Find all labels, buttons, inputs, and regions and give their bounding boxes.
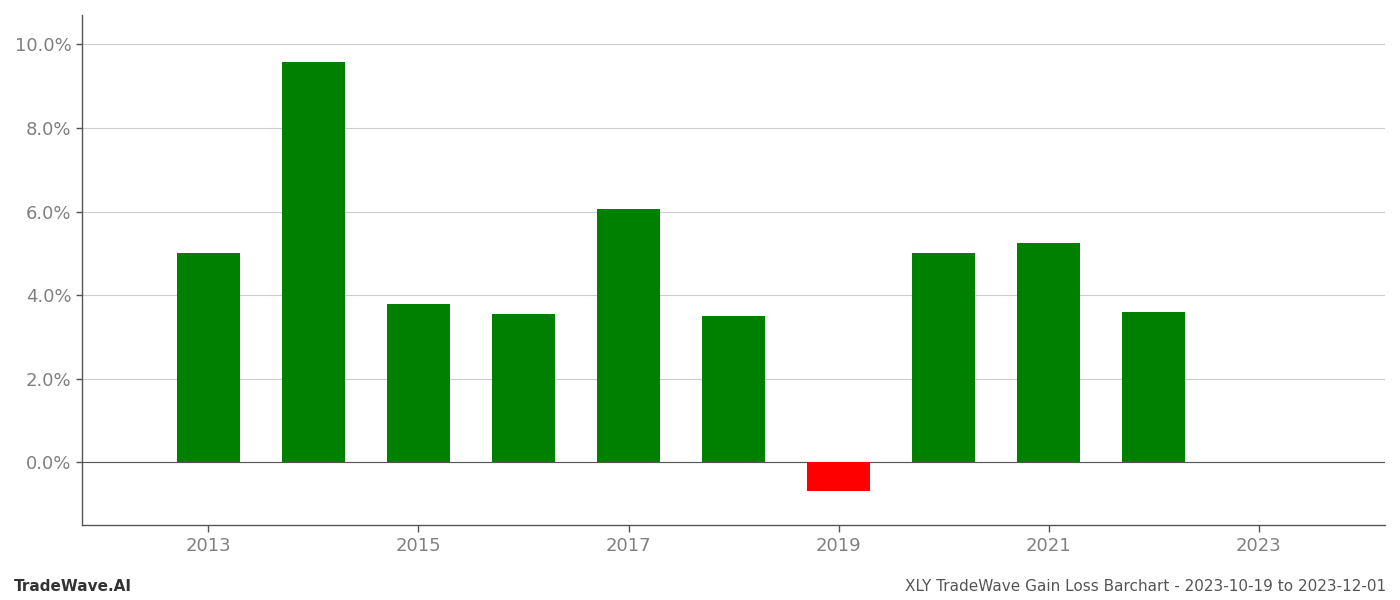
Bar <box>176 253 239 463</box>
Bar <box>596 209 659 463</box>
Bar <box>491 314 554 463</box>
Text: TradeWave.AI: TradeWave.AI <box>14 579 132 594</box>
Bar <box>808 463 871 491</box>
Text: XLY TradeWave Gain Loss Barchart - 2023-10-19 to 2023-12-01: XLY TradeWave Gain Loss Barchart - 2023-… <box>904 579 1386 594</box>
Bar <box>386 304 449 463</box>
Bar <box>1018 243 1081 463</box>
Bar <box>701 316 766 463</box>
Bar <box>913 253 976 463</box>
Bar <box>281 62 344 463</box>
Bar <box>1123 312 1186 463</box>
